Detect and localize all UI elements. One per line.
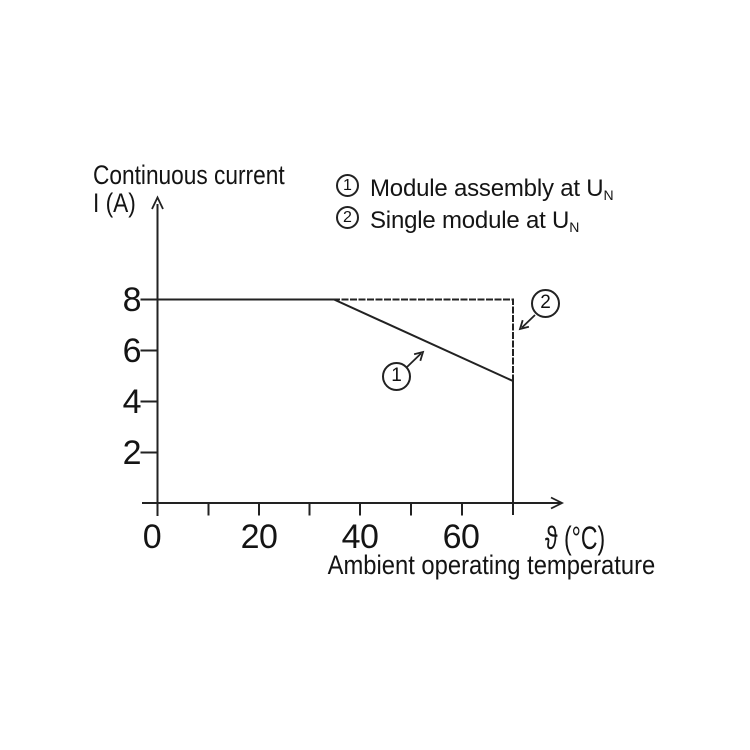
callout-1-circle: 1 — [382, 362, 411, 391]
y-axis-title: Continuous current — [93, 160, 285, 190]
y-tick-label-8: 8 — [122, 281, 142, 319]
x-tick-label-40: 40 — [341, 518, 379, 556]
legend-item-1-text: Module assembly at U — [370, 175, 604, 202]
y-axis-arrow-icon — [151, 195, 164, 210]
y-tick-label-2: 2 — [122, 434, 142, 472]
legend-item-1-subscript: N — [603, 187, 614, 204]
legend-item-2-subscript: N — [569, 219, 580, 236]
x-axis-ticks — [207, 502, 463, 516]
legend-item-2-text: Single module at U — [370, 207, 570, 234]
y-tick-label-6: 6 — [122, 332, 142, 370]
legend-marker-1: 1 — [336, 174, 359, 197]
x-tick-label-20: 20 — [240, 518, 278, 556]
legend-marker-1-number: 1 — [343, 177, 352, 194]
callout-2-arrowhead-icon — [518, 319, 530, 331]
curve-dashed-single-module — [333, 298, 514, 382]
callout-1-arrowhead-icon — [413, 350, 425, 362]
x-tick-label-0: 0 — [142, 518, 162, 556]
x-axis-caption: Ambient operating temperature — [327, 550, 655, 580]
callout-1-arrow — [406, 352, 422, 368]
legend-marker-2-number: 2 — [343, 209, 352, 226]
curve-solid-module-assembly — [157, 298, 514, 515]
x-axis-arrow-icon — [550, 496, 565, 510]
legend-item-2-label: Single module at UN — [370, 207, 580, 236]
callout-2-circle: 2 — [531, 289, 560, 318]
y-tick-label-4: 4 — [122, 383, 142, 421]
legend-marker-2: 2 — [336, 206, 359, 229]
y-axis-unit: I (A) — [93, 188, 136, 218]
x-axis-unit-label: ϑ (°C) — [545, 520, 606, 556]
callout-2-arrow — [521, 314, 536, 329]
x-tick-label-60: 60 — [442, 518, 480, 556]
y-axis-ticks — [140, 298, 159, 454]
callout-2-number: 2 — [540, 292, 551, 313]
callout-1-number: 1 — [391, 365, 402, 386]
legend-item-1-label: Module assembly at UN — [370, 175, 614, 204]
